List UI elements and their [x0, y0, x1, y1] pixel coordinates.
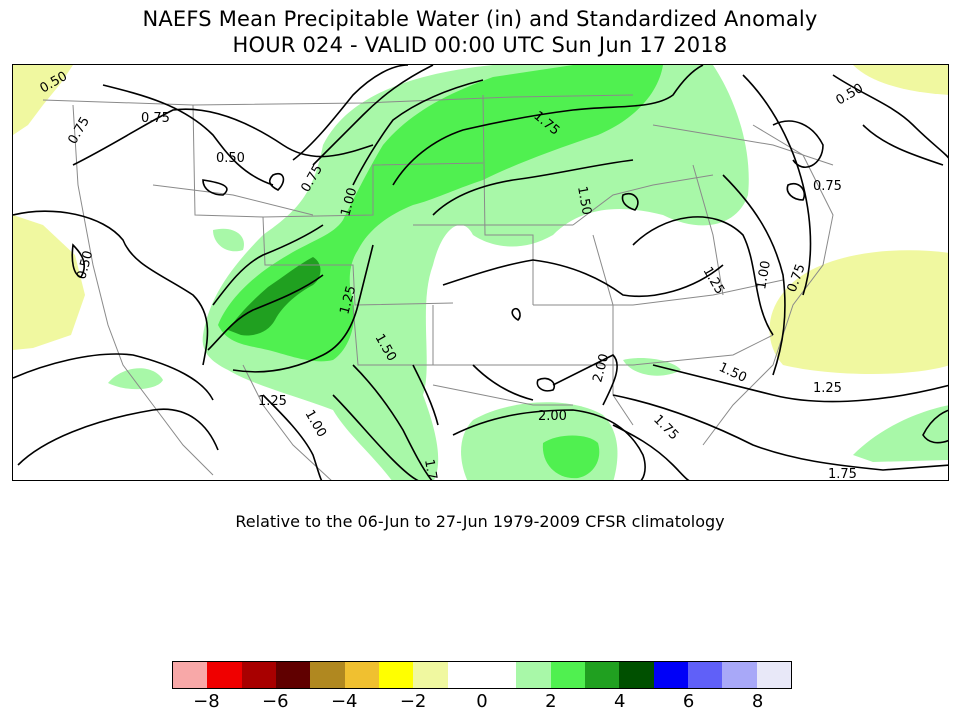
strong-anomaly-fill	[218, 65, 663, 479]
contour-label: 2.00	[538, 409, 567, 424]
colorbar-swatch	[619, 662, 654, 688]
colorbar-tick-labels: −8 −6 −4 −2 0 2 4 6 8	[172, 691, 792, 717]
contour-label: 1.50	[574, 185, 594, 216]
colorbar-swatch	[241, 662, 276, 688]
contour-label: 1.75	[828, 467, 857, 481]
colorbar-swatch	[687, 662, 723, 688]
contour-label: 0.50	[216, 151, 245, 166]
contour-label: 0.75	[65, 114, 92, 147]
contour-label: 1.00	[302, 408, 329, 441]
contour-label: 0.75	[813, 179, 842, 194]
valid-time-title: HOUR 024 - VALID 00:00 UTC Sun Jun 17 20…	[232, 33, 728, 57]
very-strong-anomaly-fill	[228, 257, 321, 336]
colorbar-swatch	[550, 662, 585, 688]
colorbar-tick: −4	[330, 691, 358, 712]
contour-label: 0.50	[74, 249, 96, 281]
contour-label: 1.00	[754, 260, 774, 291]
colorbar-tick: 2	[545, 691, 557, 712]
colorbar-swatch	[310, 662, 345, 688]
contour-label: 1.75	[421, 458, 441, 481]
colorbar-swatch	[413, 662, 448, 688]
colorbar-tick: −8	[193, 691, 220, 712]
colorbar-tick: −6	[262, 691, 289, 712]
colorbar-tick: 4	[614, 691, 626, 712]
negative-anomaly-fill	[13, 65, 948, 374]
colorbar-tick: 0	[476, 691, 488, 712]
colorbar-tick: 6	[682, 691, 695, 712]
contour-label: 1.25	[258, 394, 287, 409]
contour-label: 1.00	[338, 186, 360, 218]
colorbar-swatch	[481, 662, 517, 688]
colorbar-swatch	[344, 662, 379, 688]
political-boundaries	[42, 94, 834, 480]
contour-label: 0.50	[834, 81, 867, 108]
contour-label: 0.75	[141, 111, 170, 126]
climatology-note: Relative to the 06-Jun to 27-Jun 1979-20…	[235, 512, 725, 531]
colorbar-swatch	[516, 662, 551, 688]
contour-label: 1.25	[337, 284, 359, 316]
contour-label: 2.00	[590, 352, 612, 384]
colorbar-swatch	[756, 662, 791, 688]
contour-label: 1.75	[650, 412, 681, 443]
colorbar-swatch	[584, 662, 620, 688]
colorbar-tick: −2	[399, 691, 427, 712]
chart-title: NAEFS Mean Precipitable Water (in) and S…	[142, 7, 818, 31]
colorbar-swatch	[722, 662, 757, 688]
anomaly-colorbar	[172, 661, 792, 689]
colorbar-swatch	[447, 662, 482, 688]
colorbar-tick: 8	[751, 691, 764, 712]
precipitable-water-map: 0.50 0.75 0.75 0.50 0.75 1.00 1.75 1.50 …	[12, 64, 949, 481]
colorbar-swatch	[378, 662, 414, 688]
colorbar-swatch	[173, 662, 208, 688]
colorbar-swatch	[275, 662, 311, 688]
precipitable-water-contours	[13, 65, 948, 480]
contour-label: 1.25	[813, 381, 842, 396]
colorbar-swatch	[653, 662, 688, 688]
colorbar-swatch	[207, 662, 242, 688]
